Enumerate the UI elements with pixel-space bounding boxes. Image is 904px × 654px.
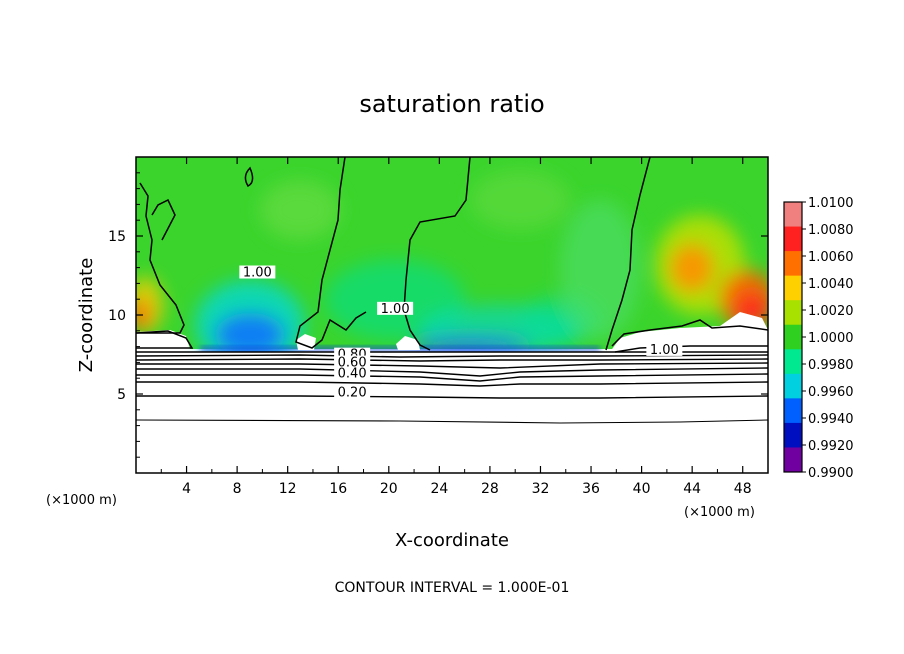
x-axis: 4 8 12 16 20 24 28 32 36 40 44 48	[160, 157, 752, 497]
contour-label: 0.20	[338, 386, 367, 401]
colorbar-label: 1.0020	[808, 304, 854, 319]
x-tick-label: 32	[532, 481, 550, 497]
colorbar-swatch	[784, 398, 802, 424]
x-tick-label: 8	[233, 481, 242, 497]
colorbar-swatch	[784, 300, 802, 326]
x-tick-label: 16	[329, 481, 347, 497]
colorbar-label: 1.0080	[808, 223, 854, 238]
below-range-region	[136, 352, 768, 473]
colorbar-swatch	[784, 226, 802, 252]
x-tick-label: 12	[279, 481, 297, 497]
x-tick-label: 28	[481, 481, 499, 497]
colorbar-swatch	[784, 324, 802, 350]
colorbar-swatch	[784, 202, 802, 228]
contour-label-bg	[377, 301, 414, 315]
contour-label: 1.00	[650, 343, 679, 358]
x-tick-label: 20	[380, 481, 398, 497]
x-tick-label: 24	[430, 481, 448, 497]
colorbar-label: 0.9980	[808, 358, 854, 373]
colorbar-label: 1.0040	[808, 277, 854, 292]
colorbar-label: 0.9960	[808, 385, 854, 400]
colorbar-swatch	[784, 422, 802, 448]
x-axis-label: X-coordinate	[395, 530, 509, 551]
x-tick-label: 4	[182, 481, 191, 497]
x-tick-label: 36	[582, 481, 600, 497]
colorbar-label: 1.0060	[808, 250, 854, 265]
y-tick-label: 15	[108, 229, 126, 245]
x-tick-label: 48	[734, 481, 752, 497]
contour-interval-note: CONTOUR INTERVAL = 1.000E-01	[335, 580, 570, 596]
colorbar-label: 1.0100	[808, 196, 854, 211]
x-unit-right: (×1000 m)	[684, 505, 755, 520]
x-tick-label: 44	[683, 481, 701, 497]
colorbar: 1.0100 1.0080 1.0060 1.0040 1.0020 1.0000 0.99…	[783, 196, 854, 481]
contours-1-00	[136, 157, 768, 353]
contour-label: 1.00	[381, 302, 410, 317]
contour-label-bg	[334, 366, 371, 380]
colorbar-swatch	[784, 251, 802, 277]
colorbar-swatch	[784, 275, 802, 301]
contour-label-bg	[239, 265, 276, 279]
contour-label-bg	[334, 385, 371, 399]
x-tick-label: 40	[633, 481, 651, 497]
colorbar-label: 1.0000	[808, 331, 854, 346]
contour-label-bg	[334, 355, 371, 369]
y-tick-label: 5	[117, 387, 126, 403]
contour-label-bg	[646, 342, 683, 356]
y-axis: 5 10 15	[108, 172, 768, 458]
white-cloud-right	[610, 312, 768, 352]
white-cloud-c	[396, 336, 420, 350]
plot-area	[136, 157, 768, 473]
colorbar-label: 0.9940	[808, 412, 854, 427]
colorbar-swatch	[784, 349, 802, 375]
contour-label: 0.40	[338, 367, 367, 382]
y-tick-label: 10	[108, 308, 126, 324]
contour-label: 1.00	[243, 266, 272, 281]
colorbar-swatch	[784, 373, 802, 399]
y-axis-label: Z-coordinate	[76, 258, 97, 373]
colorbar-label: 0.9900	[808, 466, 854, 481]
colorbar-label: 0.9920	[808, 439, 854, 454]
contour-labels: 1.001.001.000.800.600.400.20	[239, 265, 683, 401]
colorbar-swatch	[784, 447, 802, 473]
white-cloud-mid	[296, 334, 316, 350]
x-unit-left: (×1000 m)	[46, 493, 117, 508]
chart-title: saturation ratio	[359, 90, 544, 118]
